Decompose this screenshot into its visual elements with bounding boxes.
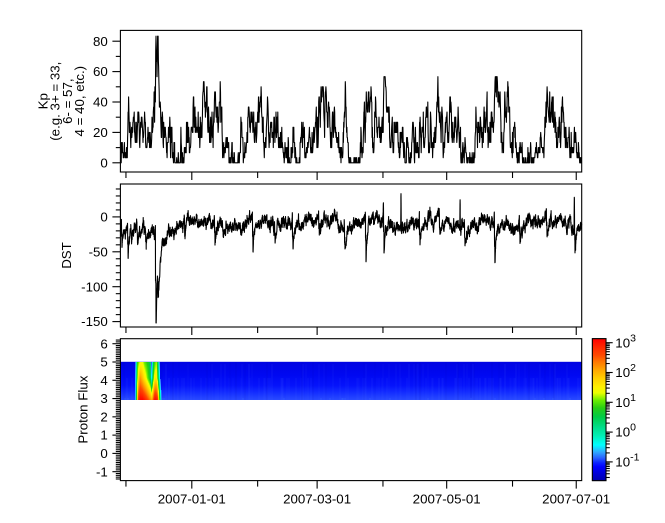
svg-text:-150: -150: [81, 314, 108, 329]
svg-text:0: 0: [100, 210, 107, 225]
svg-text:-1: -1: [96, 464, 108, 479]
svg-text:(e.g. 3+ = 33,: (e.g. 3+ = 33,: [48, 62, 63, 141]
svg-text:Proton Flux: Proton Flux: [76, 375, 91, 443]
svg-text:2007-01-01: 2007-01-01: [158, 492, 226, 507]
svg-text:3: 3: [100, 391, 107, 406]
svg-text:6: 6: [100, 336, 107, 351]
svg-text:4 = 40, etc.): 4 = 40, etc.): [72, 66, 87, 137]
svg-text:0: 0: [100, 446, 107, 461]
svg-text:2007-07-01: 2007-07-01: [542, 492, 610, 507]
svg-text:60: 60: [93, 64, 108, 79]
svg-text:-100: -100: [81, 279, 108, 294]
svg-text:5: 5: [100, 355, 107, 370]
svg-text:6- = 57,: 6- = 57,: [60, 78, 75, 123]
svg-text:1: 1: [100, 428, 107, 443]
svg-text:2007-05-01: 2007-05-01: [413, 492, 481, 507]
svg-text:4: 4: [100, 373, 107, 388]
svg-text:40: 40: [93, 95, 108, 110]
svg-text:DST: DST: [59, 242, 74, 269]
svg-text:2007-03-01: 2007-03-01: [283, 492, 351, 507]
svg-text:Kp: Kp: [36, 93, 51, 109]
svg-text:0: 0: [100, 155, 107, 170]
svg-text:80: 80: [93, 34, 108, 49]
svg-text:-50: -50: [89, 244, 108, 259]
svg-text:20: 20: [93, 125, 108, 140]
svg-text:2: 2: [100, 409, 107, 424]
